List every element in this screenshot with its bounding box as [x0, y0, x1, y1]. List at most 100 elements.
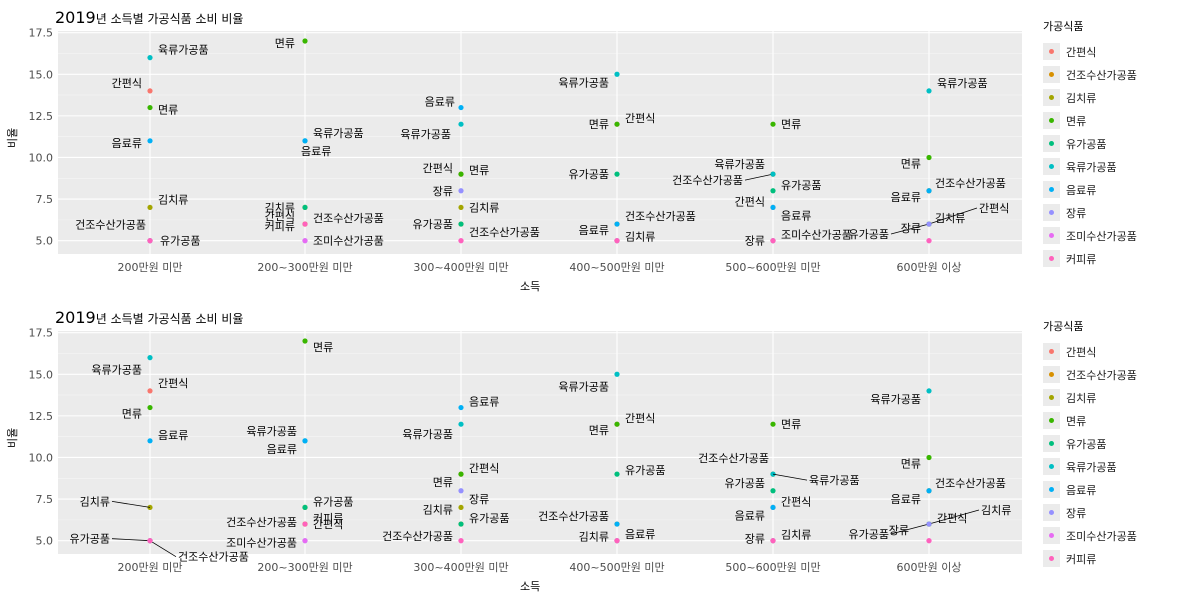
- legend-dot-icon: [1049, 256, 1054, 261]
- legend-dot-icon: [1049, 233, 1054, 238]
- point-label: 유가공품: [413, 218, 453, 231]
- data-point: [614, 371, 620, 377]
- legend-item: 조미수산가공품: [1043, 524, 1193, 547]
- data-point: [302, 138, 308, 144]
- point-label: 건조수산가공품: [935, 177, 1006, 190]
- data-point: [926, 238, 932, 244]
- point-label: 건조수산가공품: [672, 174, 743, 187]
- y-tick-label: 15.0: [29, 68, 54, 81]
- data-point: [614, 238, 620, 244]
- legend-dot-icon: [1049, 418, 1054, 423]
- legend-key: [1043, 389, 1060, 406]
- data-point: [770, 238, 776, 244]
- data-point: [458, 504, 464, 511]
- legend-item: 유가공품: [1043, 432, 1193, 455]
- point-label: 김치류: [935, 212, 965, 225]
- legend-title: 가공식품: [1043, 320, 1084, 333]
- x-tick-label: 500~600만원 미만: [725, 261, 820, 274]
- legend-label: 김치류: [1066, 91, 1097, 105]
- y-tick-label: 12.5: [29, 410, 54, 423]
- data-point: [770, 504, 776, 511]
- legend-label: 김치류: [1066, 391, 1097, 405]
- point-label: 면류: [313, 341, 333, 354]
- legend-key: [1043, 181, 1060, 198]
- point-label: 음료류: [625, 528, 655, 541]
- legend-item: 김치류: [1043, 86, 1193, 109]
- legend-item: 장류: [1043, 201, 1193, 224]
- point-label: 유가공품: [569, 168, 609, 181]
- legend-label: 커피류: [1066, 252, 1097, 266]
- point-label: 음료류: [781, 209, 811, 222]
- legend-key: [1043, 527, 1060, 544]
- chart-panel-bottom: 2019년 소득별 가공식품 소비 비율 5.0 7.5 10.0 12.5 15.0 1…: [0, 300, 1200, 600]
- legend-dot-icon: [1049, 441, 1054, 446]
- point-label: 면류: [469, 164, 489, 177]
- point-label: 김치류: [781, 529, 811, 542]
- point-label: 음료류: [112, 137, 142, 150]
- legend-dot-icon: [1049, 72, 1054, 77]
- point-label: 면류: [901, 457, 921, 470]
- point-label: 건조수산가공품: [75, 219, 146, 232]
- legend-label: 조미수산가공품: [1066, 529, 1137, 543]
- point-label: 육류가공품: [937, 77, 988, 90]
- legend-dot-icon: [1049, 372, 1054, 377]
- label-leader-line: [111, 538, 151, 542]
- legend-key: [1043, 481, 1060, 498]
- point-label: 건조수산가공품: [226, 516, 297, 529]
- point-label: 건조수산가공품: [538, 510, 609, 523]
- data-point: [458, 221, 464, 227]
- legend-label: 건조수산가공품: [1066, 368, 1137, 382]
- point-label: 간편식: [979, 202, 1009, 215]
- y-tick-label: 17.5: [29, 27, 54, 40]
- legend-item: 김치류: [1043, 386, 1193, 409]
- point-label: 육류가공품: [714, 158, 765, 171]
- point-label: 장류: [433, 185, 453, 198]
- point-label: 육류가공품: [91, 364, 142, 377]
- point-label: 면류: [781, 418, 801, 431]
- point-label: 음료류: [158, 429, 188, 442]
- legend-item: 간편식: [1043, 340, 1193, 363]
- data-point: [147, 388, 153, 394]
- legend-key: [1043, 112, 1060, 129]
- data-point: [770, 121, 776, 127]
- point-label: 유가공품: [849, 228, 889, 241]
- y-tick-label: 7.5: [36, 193, 54, 206]
- legend-item: 간편식: [1043, 40, 1193, 63]
- point-label: 육류가공품: [870, 393, 921, 406]
- chart-panel-top: 2019년 소득별 가공식품 소비 비율 5.0 7.5 10.0 12.5 15.0 1…: [6, 8, 1193, 293]
- data-point: [926, 538, 932, 544]
- x-axis-label: 소득: [520, 280, 541, 293]
- legend-key: [1043, 550, 1060, 567]
- point-label: 음료류: [267, 443, 297, 456]
- data-point: [614, 71, 620, 77]
- point-label: 면류: [589, 118, 609, 131]
- point-label: 김치류: [158, 193, 188, 206]
- point-label: 커피류: [313, 512, 343, 525]
- legend: 가공식품 간편식 건조수산가공품 김치류 면류 유가공품 육류가공품 음료류 장류 조미수산가공…: [1043, 318, 1193, 570]
- legend-label: 음료류: [1066, 183, 1097, 197]
- data-point: [147, 88, 153, 94]
- point-label: 음료류: [579, 224, 609, 237]
- data-point: [614, 471, 620, 477]
- point-label: 간편식: [625, 412, 655, 425]
- data-point: [302, 438, 308, 444]
- data-point: [302, 504, 308, 511]
- data-point: [302, 338, 308, 344]
- point-label: 장류: [901, 222, 921, 235]
- point-label: 간편식: [112, 77, 142, 90]
- point-label: 육류가공품: [402, 428, 453, 441]
- x-tick-label: 400~500만원 미만: [569, 261, 664, 274]
- data-point: [614, 538, 620, 544]
- x-axis-label: 소득: [520, 580, 541, 593]
- x-tick-label: 300~400만원 미만: [413, 261, 508, 274]
- data-point: [926, 521, 932, 527]
- legend-dot-icon: [1049, 95, 1054, 100]
- y-tick-label: 12.5: [29, 110, 54, 123]
- y-tick-label: 15.0: [29, 368, 54, 381]
- data-point: [302, 238, 308, 244]
- point-label: 간편식: [158, 377, 188, 390]
- label-leader-line: [928, 207, 978, 225]
- data-point: [926, 454, 932, 461]
- point-label: 면류: [122, 408, 142, 421]
- x-tick-label: 300~400만원 미만: [413, 561, 508, 574]
